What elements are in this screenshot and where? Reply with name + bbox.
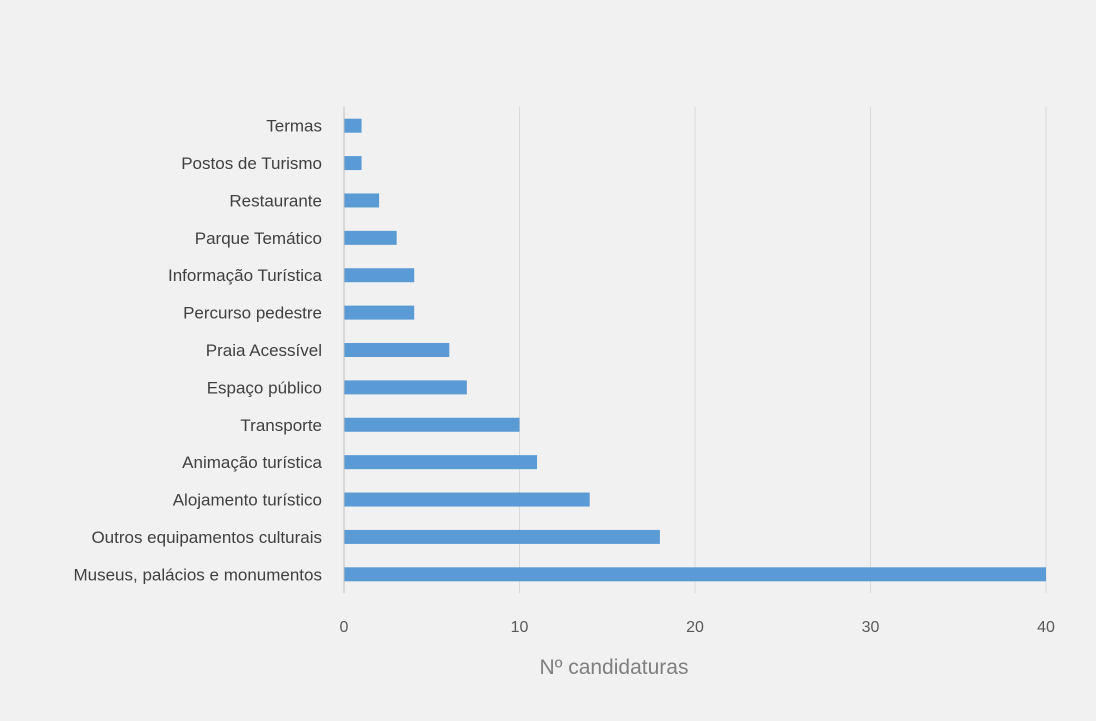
bar: [344, 230, 397, 245]
category-label: Alojamento turístico: [173, 491, 322, 510]
category-labels: Termas Postos de Turismo Restaurante Parque…: [73, 117, 322, 585]
bar: [344, 455, 538, 470]
x-tick-label: 0: [340, 619, 349, 636]
x-tick-label: 40: [1037, 619, 1055, 636]
bars: [344, 118, 1046, 582]
category-label: Praia Acessível: [206, 341, 322, 360]
bar: [344, 492, 590, 507]
category-label: Outros equipamentos culturais: [91, 528, 322, 547]
bar: [344, 268, 415, 283]
category-label: Termas: [266, 117, 322, 136]
category-label: Informação Turística: [168, 266, 323, 285]
bar: [344, 343, 450, 357]
x-tick-label: 20: [686, 619, 704, 636]
x-tick-label: 30: [862, 619, 880, 636]
x-tick-labels: 0 10 20 30 40: [340, 619, 1055, 636]
bar: [344, 193, 380, 208]
x-tick-label: 10: [511, 619, 529, 636]
x-axis-title: Nº candidaturas: [540, 656, 689, 679]
bar: [344, 156, 362, 171]
category-label: Transporte: [240, 416, 322, 435]
category-label: Restaurante: [229, 191, 322, 210]
bar: [344, 380, 467, 395]
category-label: Espaço público: [207, 378, 322, 397]
bar: [344, 417, 520, 432]
category-label: Percurso pedestre: [183, 304, 322, 323]
bar: [344, 118, 362, 133]
bar: [344, 567, 1046, 582]
bar: [344, 305, 415, 320]
category-label: Postos de Turismo: [181, 154, 322, 173]
category-label: Parque Temático: [195, 229, 322, 248]
gridlines: [519, 107, 1047, 593]
category-label: Museus, palácios e monumentos: [73, 565, 322, 584]
bar: [344, 529, 660, 544]
category-label: Animação turística: [182, 453, 322, 472]
